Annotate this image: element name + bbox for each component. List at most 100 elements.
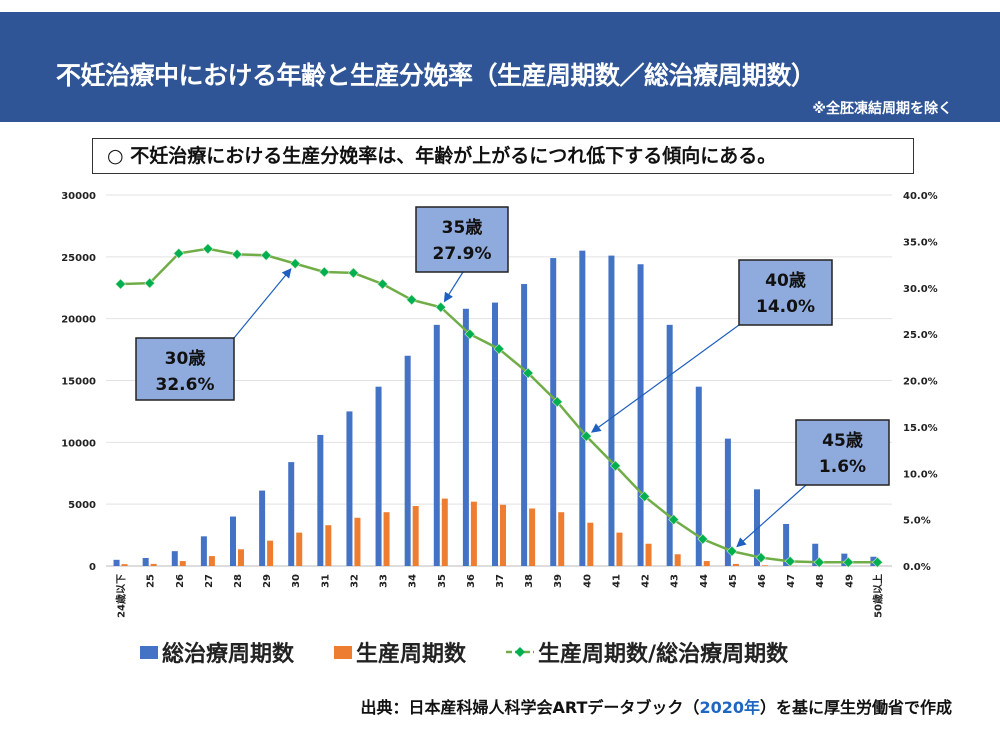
left-tick-label: 15000 — [61, 377, 96, 388]
bar-births — [412, 506, 419, 566]
bar-total — [695, 386, 702, 566]
callout-age: 40歳 — [765, 270, 806, 291]
legend: 総治療周期数 生産周期数 生産周期数/総治療周期数 — [140, 636, 788, 668]
bar-births — [529, 508, 536, 566]
callout-arrow — [736, 484, 807, 548]
x-tick-label: 40 — [582, 574, 593, 588]
bar-births — [616, 532, 623, 566]
page-title: 不妊治療中における年齢と生産分娩率（生産周期数／総治療周期数） — [56, 61, 816, 90]
rate-marker — [493, 343, 505, 355]
bar-total — [608, 255, 615, 566]
rate-marker — [580, 430, 592, 442]
rate-marker — [697, 533, 709, 545]
legend-item-rate: 生産周期数/総治療周期数 — [506, 636, 788, 668]
header-banner: 不妊治療中における年齢と生産分娩率（生産周期数／総治療周期数） ※全胚凍結周期を… — [0, 12, 1000, 122]
bar-total — [841, 553, 848, 566]
bar-births — [500, 504, 506, 566]
callout-box — [135, 337, 235, 401]
x-tick-label: 47 — [786, 574, 797, 588]
x-tick-label: 25 — [146, 574, 157, 588]
right-tick-label: 10.0% — [903, 469, 938, 480]
left-tick-label: 0 — [89, 562, 96, 573]
bar-total — [288, 462, 295, 566]
bar-total — [113, 559, 120, 566]
x-tick-label: 38 — [524, 574, 535, 588]
rate-marker — [813, 556, 825, 568]
bar-births — [674, 554, 681, 566]
bar-total — [346, 411, 353, 566]
bar-births — [732, 563, 739, 566]
bar-total — [666, 324, 673, 566]
rate-marker — [406, 294, 418, 306]
bar-births — [208, 556, 215, 566]
rate-marker — [318, 266, 330, 278]
summary-box: ○ 不妊治療における生産分娩率は、年齢が上がるにつれ低下する傾向にある。 — [92, 138, 914, 174]
rate-marker — [115, 278, 126, 290]
callout-arrow — [591, 324, 740, 433]
rate-marker — [610, 460, 621, 472]
legend-label-rate: 生産周期数/総治療周期数 — [538, 642, 789, 667]
bar-total — [317, 434, 324, 566]
callout-value: 32.6% — [156, 375, 215, 395]
bar-total — [637, 264, 644, 566]
left-tick-label: 30000 — [61, 191, 96, 202]
bar-births — [354, 517, 361, 566]
rate-marker — [639, 491, 650, 502]
right-tick-label: 30.0% — [903, 284, 938, 295]
callout-box — [415, 206, 509, 273]
callout-box — [795, 419, 890, 486]
callout-age: 30歳 — [165, 348, 206, 369]
bar-total — [783, 523, 790, 566]
rate-marker — [872, 556, 883, 568]
right-tick-label: 25.0% — [903, 330, 938, 341]
bar-total — [230, 516, 236, 566]
chart: 0 5000 10000 15000 20000 25000 30000 0.0% 5.0% 10… — [61, 191, 938, 618]
title-note: ※全胚凍結周期を除く — [812, 101, 952, 117]
bar-births — [179, 561, 186, 566]
rate-marker — [231, 248, 243, 260]
bar-births — [121, 564, 128, 566]
x-tick-label: 26 — [175, 574, 186, 588]
callout-arrow — [233, 268, 292, 339]
x-tick-label: 28 — [233, 574, 244, 588]
rate-marker — [464, 328, 476, 340]
x-tick-label: 48 — [815, 574, 826, 588]
x-tick-label: 32 — [349, 574, 360, 588]
bar-total — [142, 557, 149, 566]
bar-total — [462, 308, 469, 566]
rate-marker — [144, 277, 156, 289]
callout-value: 1.6% — [819, 457, 866, 477]
rate-marker — [173, 248, 185, 259]
bar-total — [200, 536, 207, 566]
legend-swatch-rate — [506, 647, 535, 657]
bar-total — [171, 551, 178, 566]
bar-births — [703, 561, 710, 566]
x-tick-label: 45 — [728, 574, 739, 588]
callout-arrow — [443, 271, 464, 303]
bar-births — [238, 549, 244, 566]
bar-births — [441, 498, 448, 566]
rate-marker — [755, 552, 767, 564]
x-tick-label: 44 — [699, 574, 710, 588]
source-year: 2020年 — [699, 698, 760, 717]
source-prefix: 出典：日本産科婦人科学会ARTデータブック（ — [360, 698, 700, 717]
rate-marker — [784, 555, 796, 567]
bar-total — [754, 489, 760, 566]
x-tick-label: 34 — [408, 574, 419, 588]
left-tick-label: 25000 — [61, 253, 96, 264]
bar-total — [812, 543, 819, 566]
right-tick-label: 15.0% — [903, 423, 938, 434]
x-tick-label: 31 — [320, 574, 331, 588]
bar-total — [579, 250, 586, 566]
rate-marker — [842, 556, 854, 568]
rate-marker — [551, 396, 563, 408]
x-tick-label: 42 — [641, 574, 652, 588]
bar-total — [259, 490, 266, 566]
right-tick-label: 20.0% — [903, 377, 938, 388]
rate-marker — [668, 514, 680, 526]
bar-total — [521, 284, 528, 566]
bar-births — [470, 501, 477, 566]
x-tick-label: 33 — [379, 574, 390, 588]
bar-births — [383, 512, 390, 566]
x-tick-label: 49 — [844, 574, 855, 588]
